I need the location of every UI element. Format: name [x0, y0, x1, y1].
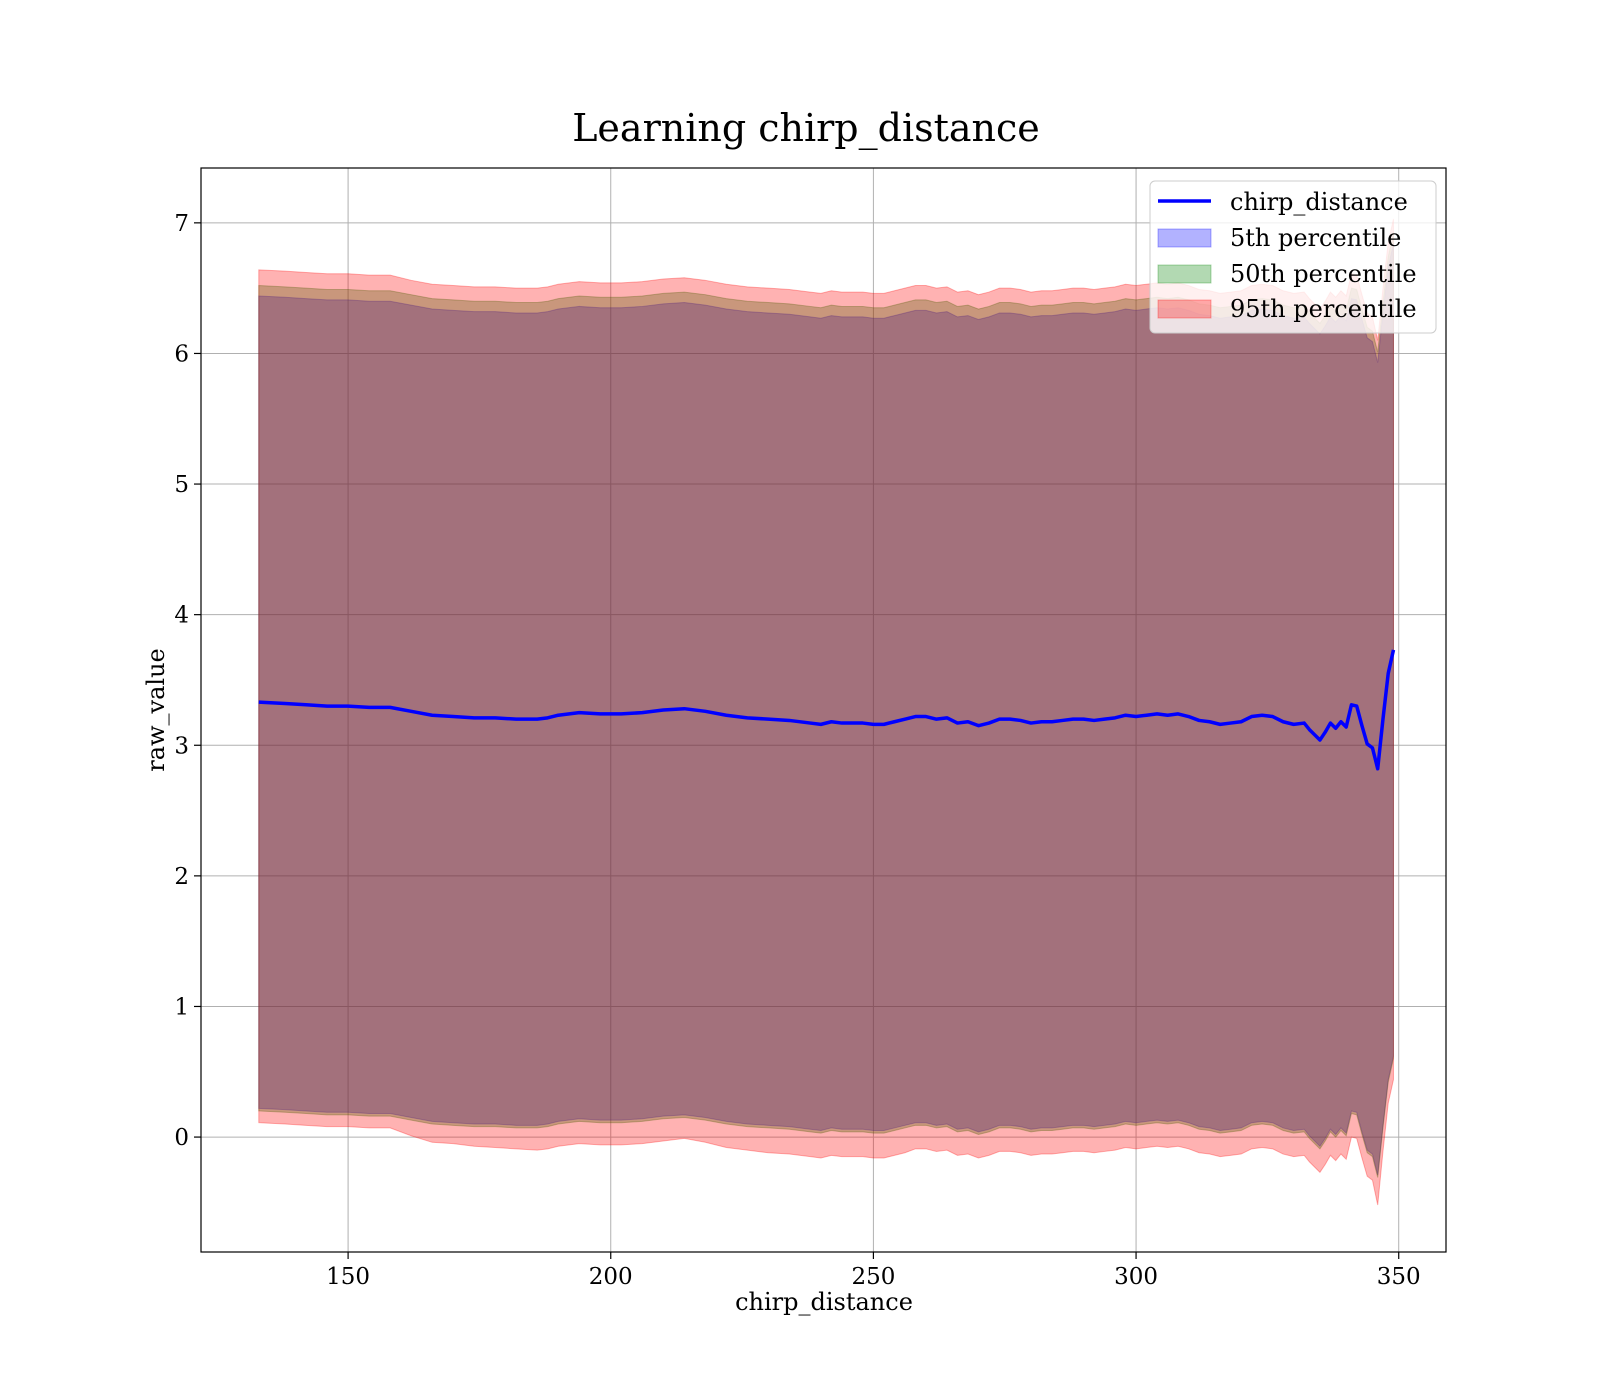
x-axis-label: chirp_distance — [735, 1288, 913, 1316]
y-tick-label: 6 — [174, 341, 189, 367]
percentile-bands — [258, 218, 1394, 1206]
y-tick-label: 5 — [174, 472, 189, 498]
band-50th-percentile — [258, 233, 1394, 1178]
plot-frame — [200, 167, 1447, 1253]
y-tick-label: 2 — [174, 864, 189, 890]
chart-title: Learning chirp_distance — [572, 106, 1040, 151]
grid-lines — [201, 168, 1446, 1252]
y-axis-ticks: 0 1 2 3 4 5 6 7 — [174, 211, 201, 1151]
legend-label-50th: 50th percentile — [1230, 260, 1417, 288]
legend-box — [1149, 180, 1437, 334]
legend-label-5th: 5th percentile — [1230, 224, 1401, 252]
y-tick-label: 1 — [174, 994, 189, 1020]
legend-swatch-95th — [1157, 299, 1212, 319]
y-tick-label: 3 — [174, 733, 189, 759]
x-tick-label: 200 — [589, 1264, 633, 1290]
line-series — [258, 649, 1396, 771]
x-tick-label: 300 — [1114, 1264, 1158, 1290]
legend-swatch-5th — [1157, 228, 1212, 248]
legend-label-line: chirp_distance — [1230, 188, 1408, 216]
legend-swatch-50th — [1157, 264, 1212, 284]
y-tick-label: 0 — [174, 1125, 189, 1151]
legend-label-95th: 95th percentile — [1230, 295, 1417, 323]
legend: chirp_distance 5th percentile 50th perce… — [1149, 180, 1437, 334]
x-tick-label: 250 — [851, 1264, 895, 1290]
y-tick-label: 7 — [174, 211, 189, 237]
x-tick-label: 350 — [1377, 1264, 1421, 1290]
line-chirp-distance — [258, 649, 1396, 771]
band-95th-percentile — [258, 218, 1394, 1206]
x-axis-ticks: 150 200 250 300 350 — [326, 1252, 1421, 1290]
y-axis-label: raw_value — [142, 648, 170, 772]
y-tick-label: 4 — [174, 603, 189, 629]
band-5th-percentile — [258, 243, 1394, 1176]
x-tick-label: 150 — [326, 1264, 370, 1290]
